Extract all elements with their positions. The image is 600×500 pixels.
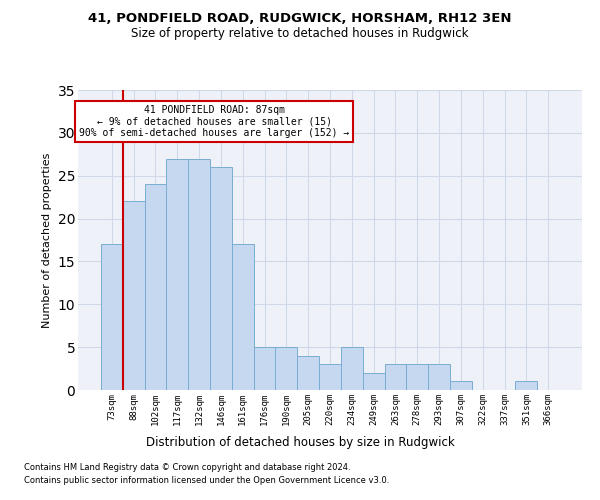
Bar — [166, 158, 188, 390]
Bar — [210, 167, 232, 390]
Bar — [188, 158, 210, 390]
Bar — [101, 244, 123, 390]
Bar — [145, 184, 166, 390]
Text: Distribution of detached houses by size in Rudgwick: Distribution of detached houses by size … — [146, 436, 454, 449]
Bar — [515, 382, 537, 390]
Text: Contains public sector information licensed under the Open Government Licence v3: Contains public sector information licen… — [24, 476, 389, 485]
Bar — [123, 202, 145, 390]
Bar — [297, 356, 319, 390]
Bar — [363, 373, 385, 390]
Bar — [428, 364, 450, 390]
Bar — [319, 364, 341, 390]
Bar — [450, 382, 472, 390]
Bar — [406, 364, 428, 390]
Text: Contains HM Land Registry data © Crown copyright and database right 2024.: Contains HM Land Registry data © Crown c… — [24, 464, 350, 472]
Bar — [385, 364, 406, 390]
Bar — [254, 347, 275, 390]
Text: Size of property relative to detached houses in Rudgwick: Size of property relative to detached ho… — [131, 28, 469, 40]
Y-axis label: Number of detached properties: Number of detached properties — [42, 152, 52, 328]
Text: 41 PONDFIELD ROAD: 87sqm
← 9% of detached houses are smaller (15)
90% of semi-de: 41 PONDFIELD ROAD: 87sqm ← 9% of detache… — [79, 105, 349, 138]
Bar — [275, 347, 297, 390]
Bar — [341, 347, 363, 390]
Bar — [232, 244, 254, 390]
Text: 41, PONDFIELD ROAD, RUDGWICK, HORSHAM, RH12 3EN: 41, PONDFIELD ROAD, RUDGWICK, HORSHAM, R… — [88, 12, 512, 26]
